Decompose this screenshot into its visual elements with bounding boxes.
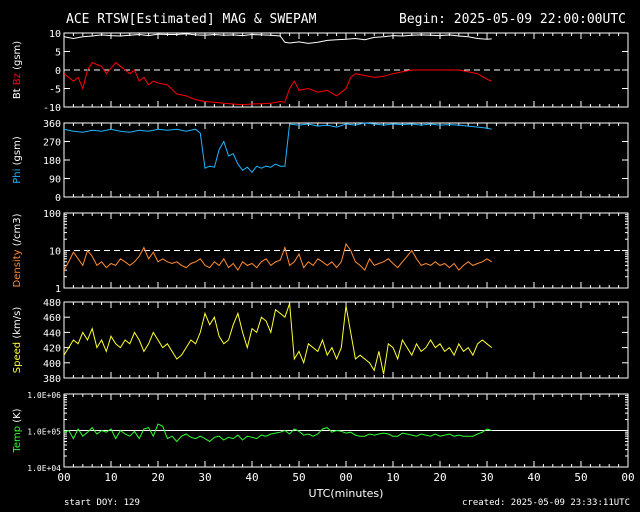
y-tick-label: 400 [43,359,61,370]
y-tick-label: -10 [43,103,61,114]
x-tick-label: 10 [104,471,117,484]
y-tick-label: 1.0E+05 [27,428,61,437]
y-axis-label-part: Temp [12,426,23,454]
y-tick-label: 360 [43,119,61,130]
x-tick-label: 40 [527,471,540,484]
y-axis-label-part: (K) [12,408,23,426]
begin-time: Begin: 2025-05-09 22:00:00UTC [399,12,626,27]
y-tick-label: 460 [43,313,61,324]
y-tick-label: 380 [43,374,61,385]
y-tick-label: -5 [49,85,61,96]
y-tick-label: 1 [55,284,61,295]
panel-frame [63,122,629,198]
series-density [63,242,492,272]
x-tick-label: 30 [198,471,211,484]
y-tick-label: 100 [43,209,61,220]
y-tick-label: 10 [49,247,61,258]
x-tick-label: 50 [292,471,305,484]
y-tick-label: 480 [43,298,61,309]
x-tick-label: 20 [433,471,446,484]
y-tick-label: 1.0E+04 [27,464,61,473]
y-tick-label: 440 [43,328,61,339]
y-axis-label-part: Speed [12,342,23,373]
x-tick-label: 30 [480,471,493,484]
y-tick-label: 90 [49,175,61,186]
y-axis-label-part: (gsm) [12,136,23,168]
y-tick-label: 1.0E+06 [27,391,61,400]
created-time: created: 2025-05-09 23:33:11UTC [462,498,630,508]
series-speed [63,303,493,375]
x-axis-label: UTC(minutes) [309,487,384,500]
series-bt [63,33,492,44]
y-tick-label: 270 [43,138,61,149]
y-axis-label: Phi (gsm) [12,136,23,184]
start-doy: start DOY: 129 [64,498,140,508]
panel-phi: 0 90 180 270 360 Phi (gsm) [12,119,629,204]
x-tick-label: 40 [245,471,258,484]
y-axis-label-part: Density [12,249,23,287]
series-bz [63,61,492,106]
y-axis-label-part: (gsm) [12,41,23,73]
x-tick-label: 20 [151,471,164,484]
panel-density: 1 10 100 Density (/cm3) [12,209,629,295]
y-axis-label: Bt Bz (gsm) [12,41,23,99]
x-tick-label: 00 [339,471,352,484]
y-axis-label-part: (/cm3) [12,213,23,249]
y-tick-label: 0 [55,66,61,77]
panel-mag: -10 -5 0 5 10 Bt Bz (gsm) [12,29,629,114]
panel-frame [63,301,629,379]
y-tick-label: 10 [49,29,61,40]
panel-speed: 380 400 420 440 460 480 Speed (km/s) [12,298,629,385]
panel-temp: 1.0E+04 1.0E+05 1.0E+06 Temp (K) [12,391,629,473]
y-tick-label: 0 [55,193,61,204]
y-axis-label-part: (km/s) [12,307,23,342]
y-axis-label-part: Bz [12,73,23,85]
y-tick-label: 5 [55,48,61,59]
plot-title: ACE RTSW[Estimated] MAG & SWEPAM [66,12,317,27]
y-tick-label: 420 [43,344,61,355]
series-temp [63,423,492,443]
x-tick-label: 10 [386,471,399,484]
y-axis-label: Temp (K) [12,408,23,453]
y-axis-label-part: Phi [12,169,23,184]
y-axis-label: Density (/cm3) [12,213,23,287]
x-tick-label: 00 [621,471,634,484]
y-axis-label-part: Bt [12,85,23,99]
y-tick-label: 180 [43,156,61,167]
y-axis-label: Speed (km/s) [12,307,23,374]
x-tick-label: 50 [574,471,587,484]
x-tick-label: 00 [57,471,70,484]
series-phi [63,122,492,174]
